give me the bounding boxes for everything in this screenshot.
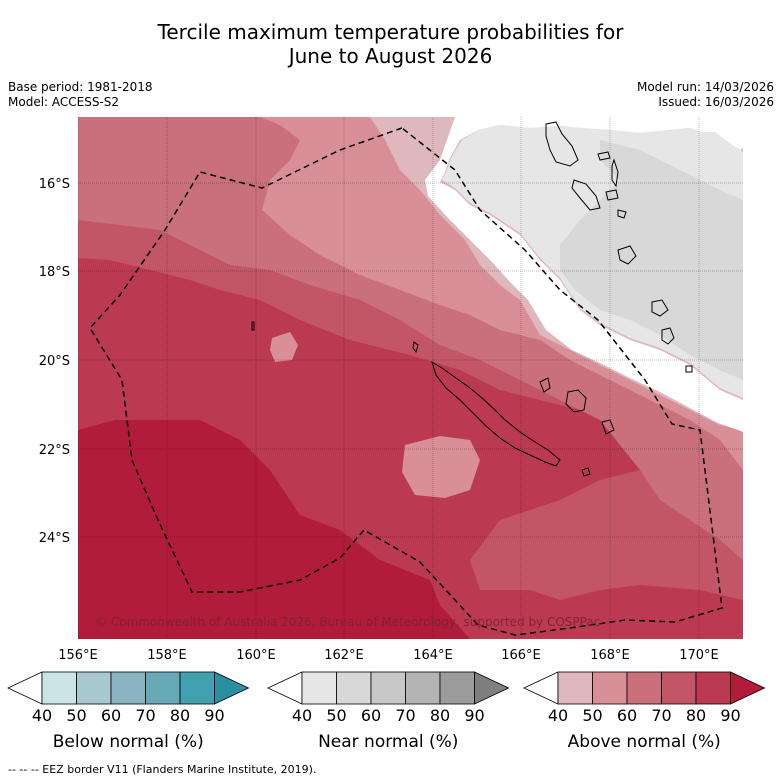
colorbar-near-segment-50 [336,671,372,705]
colorbar-above-segment-60 [626,671,662,705]
colorbar-above-tick-50: 50 [582,706,602,725]
eez-legend: -- -- -- EEZ border V11 (Flanders Marine… [8,763,316,776]
island-efate [617,245,637,265]
colorbar-near-segment-80 [439,671,475,705]
model-name: Model: ACCESS-S2 [8,95,120,109]
colorbar-below-tick-50: 50 [66,706,86,725]
colorbar-near-tick-40: 40 [292,706,312,725]
lat-label-18s: 18°S [39,265,70,280]
model-run: Model run: 14/03/2026 [636,80,774,94]
colorbar-near-tick-80: 80 [430,706,450,725]
island-pentecost [611,158,619,188]
colorbar-below-label: Below normal (%) [53,732,204,752]
lat-label-16s: 16°S [39,177,70,192]
island-tanna [661,327,675,345]
colorbar-below-tick-60: 60 [101,706,121,725]
colorbar-near-max-extend [474,671,510,705]
colorbar-below-min-extend [7,671,43,705]
title-line-2: June to August 2026 [288,44,493,68]
lon-label-170e: 170°E [679,648,719,663]
graticule [78,117,743,639]
colorbar-below-segment-70 [145,671,181,705]
lat-label-20s: 20°S [39,354,70,369]
island-erromango [651,299,669,317]
colorbar-below-tick-90: 90 [204,706,224,725]
issued-date: Issued: 16/03/2026 [658,95,774,109]
chart-title: Tercile maximum temperature probabilitie… [0,20,781,68]
colorbar-above-segment-50 [592,671,628,705]
colorbar-above-tick-80: 80 [686,706,706,725]
colorbar-above-tick-70: 70 [651,706,671,725]
island-new-caledonia [431,360,561,467]
colorbar-below-segment-50 [76,671,112,705]
lon-label-162e: 162°E [324,648,364,663]
lat-label-24s: 24°S [39,531,70,546]
copyright-notice: © Commonwealth of Australia 2026, Bureau… [95,615,600,629]
island-loyalty-ouvea [539,377,551,393]
probability-field: © Commonwealth of Australia 2026, Bureau… [78,117,743,639]
colorbar-near-tick-60: 60 [361,706,381,725]
colorbar-above-segment-70 [661,671,697,705]
lon-label-168e: 168°E [590,648,630,663]
lon-label-166e: 166°E [501,648,541,663]
colorbar-near-min-extend [267,671,303,705]
metadata-left: Base period: 1981-2018 Model: ACCESS-S2 [8,80,153,110]
colorbar-near-segment-40 [301,671,337,705]
island-belep [412,341,419,354]
island-aneityum [685,365,693,373]
colorbar-below-segment-80 [179,671,215,705]
colorbar-above-max-extend [730,671,766,705]
colorbar-above-tick-40: 40 [548,706,568,725]
island-malekula [571,179,601,211]
island-ambae [597,151,611,161]
shade-blob-b [402,436,480,498]
colorbar-below-tick-40: 40 [32,706,52,725]
colorbar-near-tick-50: 50 [326,706,346,725]
metadata-right: Model run: 14/03/2026 Issued: 16/03/2026 [637,80,774,110]
colorbar-near-label: Near normal (%) [318,732,458,752]
colorbar-above: 40 50 60 70 80 90 Above normal (%) [523,671,766,752]
lon-label-160e: 160°E [236,648,276,663]
shade-blob-a [270,332,298,362]
shade-boundary [425,117,743,432]
colorbar-near-tick-90: 90 [464,706,484,725]
colorbar-near-segment-70 [405,671,441,705]
island-espiritu-santo [545,121,579,167]
base-period: Base period: 1981-2018 [8,80,153,94]
title-line-1: Tercile maximum temperature probabilitie… [157,20,624,44]
colorbar-near-segment-60 [370,671,406,705]
colorbar-above-min-extend [523,671,559,705]
colorbar-below-tick-80: 80 [170,706,190,725]
colorbar-below-max-extend [214,671,250,705]
colorbar-near: 40 50 60 70 80 90 Near normal (%) [267,671,510,752]
colorbar-above-segment-80 [695,671,731,705]
island-loyalty-mare [601,419,615,435]
island-isle-of-pines [581,467,591,477]
lon-label-164e: 164°E [413,648,453,663]
island-ambrym [605,189,619,201]
colorbar-below-tick-70: 70 [135,706,155,725]
eez-border [89,127,723,636]
colorbar-below-segment-60 [110,671,146,705]
colorbar-above-label: Above normal (%) [568,732,721,752]
island-epi [617,209,627,219]
lon-label-158e: 158°E [147,648,187,663]
colorbar-above-tick-60: 60 [617,706,637,725]
colorbar-above-segment-40 [557,671,593,705]
colorbar-near-tick-70: 70 [395,706,415,725]
colorbar-below-segment-40 [41,671,77,705]
island-chesterfield [251,321,255,331]
lat-label-22s: 22°S [39,443,70,458]
lon-label-156e: 156°E [58,648,98,663]
colorbar-above-tick-90: 90 [720,706,740,725]
island-loyalty-lifou [565,389,587,413]
shade-near-50 [560,140,743,380]
